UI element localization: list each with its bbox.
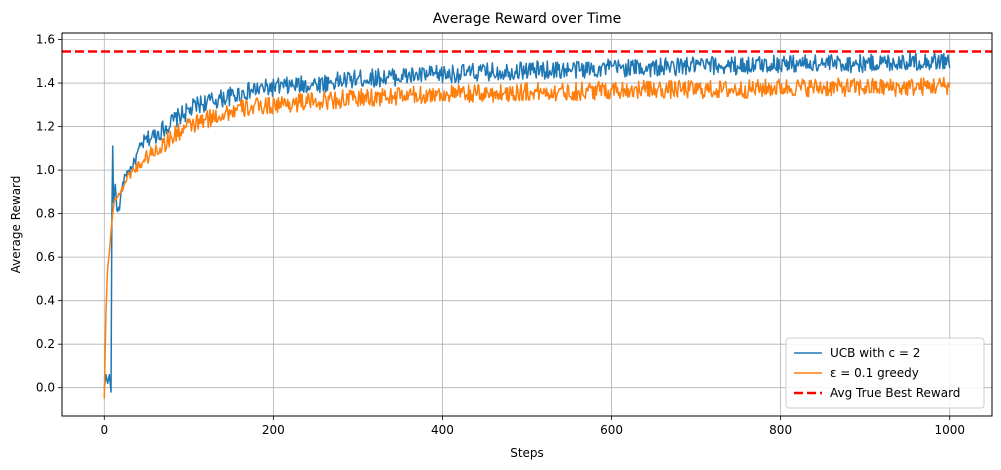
axis-ticks: 0 200 400 600 800 1000 0.0 0.2 0.4 0.6 0.8 1.0 1.2 1.… [36, 33, 965, 437]
x-tick-label: 600 [600, 423, 623, 437]
y-tick-label: 1.6 [36, 33, 55, 47]
y-tick-label: 1.0 [36, 163, 55, 177]
plot-frame [61, 32, 993, 417]
y-tick-label: 1.4 [36, 76, 55, 90]
x-tick-label: 400 [431, 423, 454, 437]
chart-title: Average Reward over Time [433, 11, 621, 27]
series-lines [62, 50, 992, 399]
series-line [103, 76, 951, 399]
x-axis-label: Steps [510, 446, 544, 460]
legend-label: UCB with c = 2 [830, 346, 920, 360]
y-tick-label: 1.2 [36, 120, 55, 134]
y-tick-label: 0.8 [36, 207, 55, 221]
y-tick-label: 0.0 [36, 381, 55, 395]
series-line [103, 51, 951, 393]
x-tick-label: 1000 [934, 423, 965, 437]
legend-label: ε = 0.1 greedy [830, 366, 919, 380]
y-tick-label: 0.6 [36, 250, 55, 264]
y-tick-label: 0.2 [36, 337, 55, 351]
legend-label: Avg True Best Reward [830, 386, 960, 400]
x-tick-label: 200 [262, 423, 285, 437]
legend-box [785, 337, 985, 409]
y-axis-label: Average Reward [9, 176, 23, 274]
x-tick-label: 800 [769, 423, 792, 437]
y-tick-label: 0.4 [36, 294, 55, 308]
x-tick-label: 0 [100, 423, 108, 437]
legend: UCB with c = 2 ε = 0.1 greedy Avg True Bes… [785, 337, 985, 409]
